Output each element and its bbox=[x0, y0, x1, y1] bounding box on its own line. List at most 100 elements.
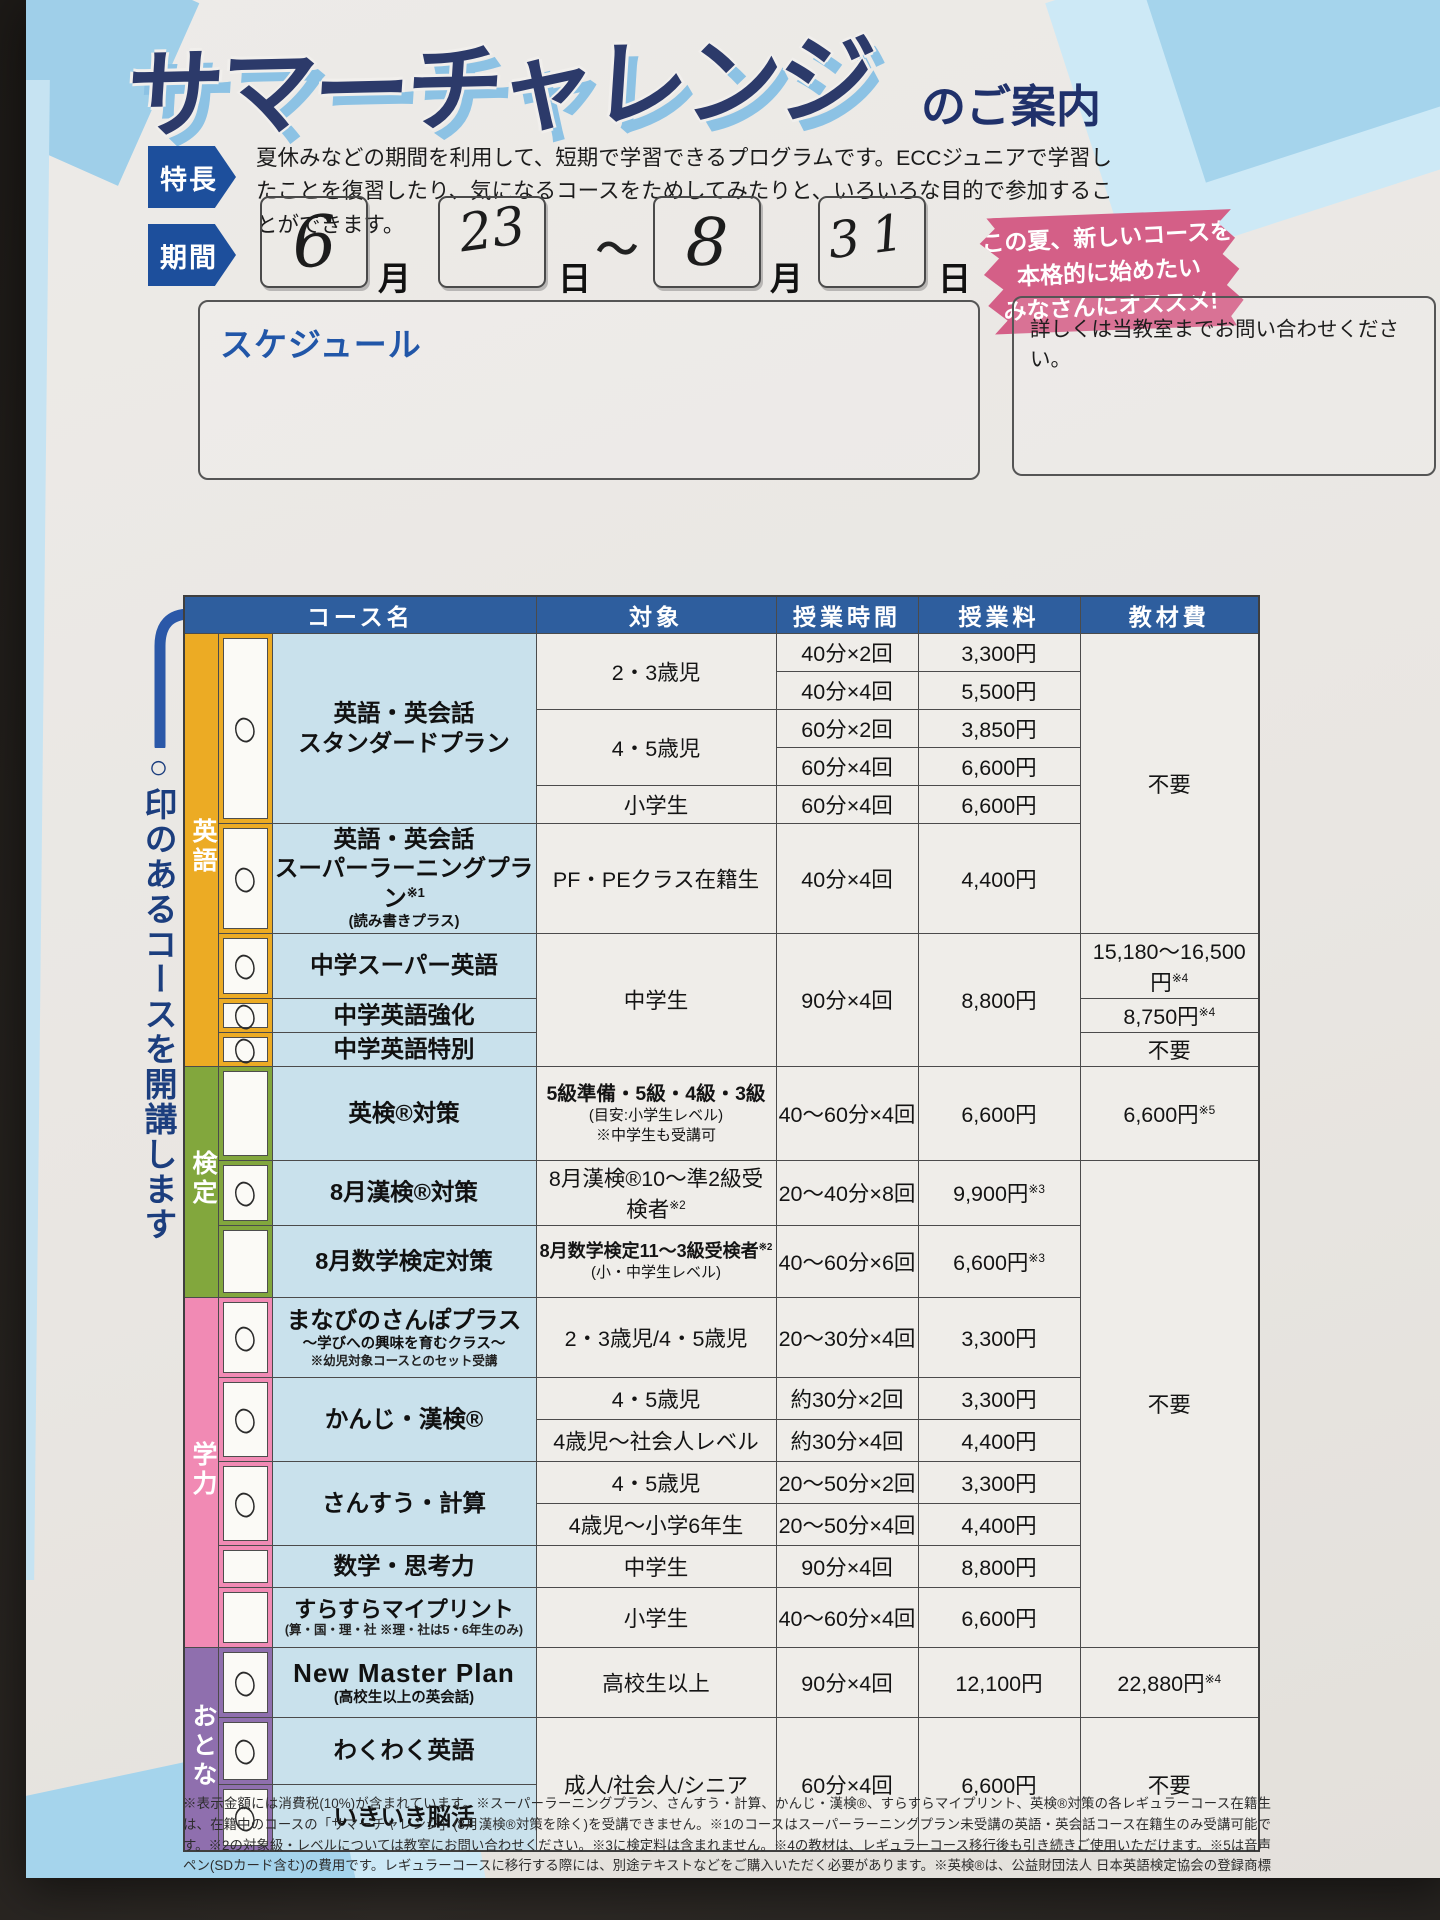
cell-material: 15,180〜16,500円※4 bbox=[1079, 932, 1260, 999]
cell-time: 90分×4回 bbox=[775, 932, 919, 1067]
circle-mark: ○ bbox=[230, 944, 260, 987]
tilde-separator: 〜 bbox=[596, 226, 639, 273]
circle-mark: ○ bbox=[230, 1398, 260, 1440]
table-row: ○ 中学英語強化 8,750円※4 bbox=[184, 997, 1260, 1033]
checkbox-standard: ○ bbox=[217, 633, 273, 824]
table-header-row: コース名 対象 授業時間 授業料 教材費 bbox=[183, 595, 1260, 634]
features-badge: 特長 bbox=[148, 146, 236, 208]
cell-fee: 6,600円 bbox=[917, 785, 1081, 824]
handwritten-end-month: 8 bbox=[684, 202, 730, 282]
cell-time: 40〜60分×4回 bbox=[775, 1586, 919, 1648]
cell-target: 小学生 bbox=[535, 785, 777, 824]
handwritten-start-day: 23 bbox=[455, 195, 529, 265]
cell-time: 60分×4回 bbox=[775, 785, 919, 824]
cell-target: 4・5歳児 bbox=[535, 709, 777, 786]
circle-mark: ○ bbox=[230, 1171, 260, 1214]
cell-fee: 4,400円 bbox=[917, 823, 1081, 934]
table-row: 4・5歳児 60分×2回 3,850円 bbox=[184, 709, 1259, 786]
checkbox-eiken bbox=[217, 1065, 273, 1161]
cell-fee: 3,300円 bbox=[917, 1376, 1081, 1420]
cell-time: 約30分×2回 bbox=[775, 1376, 919, 1420]
circle-mark: ○ bbox=[230, 707, 260, 749]
circle-mark: ○ bbox=[230, 998, 260, 1033]
cell-material: 不要 bbox=[1079, 1716, 1260, 1852]
table-row: ○ わくわく英語 成人/社会人/シニア 60分×4回 6,600円 不要 bbox=[184, 1716, 1260, 1852]
table-row: おとな ○ New Master Plan (高校生以上の英会話) 高校生以上 … bbox=[183, 1646, 1260, 1852]
table-row: 4歳児〜小学6年生 20〜50分×4回 4,400円 bbox=[184, 1502, 1259, 1546]
cell-target: 2・3歳児/4・5歳児 bbox=[535, 1296, 777, 1378]
table-row: すらすらマイプリント (算・国・理・社 ※理・社は5・6年生のみ) 小学生 40… bbox=[184, 1586, 1259, 1648]
checkbox-chugaku-super: ○ bbox=[217, 932, 273, 999]
band-english: 英語 bbox=[183, 633, 219, 1067]
cell-material: 不要 bbox=[1079, 633, 1260, 934]
cell-material: 不要 bbox=[1079, 1159, 1260, 1648]
cell-course-chugaku-super: 中学スーパー英語 bbox=[271, 932, 537, 999]
cell-fee: 3,300円 bbox=[917, 1460, 1081, 1504]
features-text: 夏休みなどの期間を利用して、短期で学習できるプログラムです。ECCジュニアで学習… bbox=[256, 146, 1113, 237]
cell-fee: 3,300円 bbox=[917, 1296, 1081, 1378]
cell-fee: 3,850円 bbox=[917, 709, 1081, 748]
checkbox-chugaku-tokubetsu: ○ bbox=[217, 1031, 273, 1067]
checkbox-nmp: ○ bbox=[217, 1646, 273, 1718]
checkbox-super: ○ bbox=[217, 823, 273, 934]
table-row: 数学・思考力 中学生 90分×4回 8,800円 bbox=[184, 1544, 1259, 1588]
table-row: ○ 8月漢検®対策 8月漢検®10〜準2級受検者※2 20〜40分×8回 9,9… bbox=[184, 1159, 1260, 1648]
circle-mark: ○ bbox=[230, 857, 260, 899]
contact-text: 詳しくは当教室までお問い合わせください。 bbox=[1030, 318, 1399, 371]
cell-fee: 6,600円 bbox=[917, 1716, 1081, 1852]
cell-time: 40〜60分×6回 bbox=[775, 1224, 919, 1298]
cell-fee: 4,400円 bbox=[917, 1502, 1081, 1546]
table-row: ○ いきいき脳活 bbox=[184, 1783, 1259, 1852]
checkbox-sugaku bbox=[217, 1544, 273, 1588]
cell-material: 22,880円※4 bbox=[1079, 1646, 1260, 1718]
course-table: コース名 対象 授業時間 授業料 教材費 英語 ○ 英語・英会話 スタンダードプ… bbox=[183, 595, 1260, 1853]
handwritten-end-day: 31 bbox=[824, 201, 920, 271]
cell-time: 20〜30分×4回 bbox=[775, 1296, 919, 1378]
header-course: コース名 bbox=[183, 595, 537, 634]
cell-fee: 8,800円 bbox=[917, 932, 1081, 1067]
day-label: 日 bbox=[938, 260, 971, 297]
checkbox-sansu: ○ bbox=[217, 1460, 273, 1546]
end-month-box: 8 bbox=[653, 196, 761, 288]
header-fee: 授業料 bbox=[917, 595, 1081, 634]
table-row: ○ 英語・英会話 スーパーラーニングプラン※1 (読み書きプラス) PF・PEク… bbox=[184, 823, 1259, 934]
cell-fee: 6,600円 bbox=[917, 1586, 1081, 1648]
cell-target: 8月数学検定11〜3級受検者※2 (小・中学生レベル) bbox=[535, 1224, 777, 1298]
checkbox-ikiiki: ○ bbox=[217, 1783, 273, 1852]
checkbox-kanji: ○ bbox=[217, 1376, 273, 1462]
cell-fee: 4,400円 bbox=[917, 1418, 1081, 1462]
cell-fee: 6,600円 bbox=[917, 747, 1081, 786]
cell-time: 約30分×4回 bbox=[775, 1418, 919, 1462]
table-row: 小学生 60分×4回 6,600円 bbox=[184, 785, 1259, 824]
cell-fee: 8,800円 bbox=[917, 1544, 1081, 1588]
checkbox-wakuwaku: ○ bbox=[217, 1716, 273, 1785]
cell-fee: 12,100円 bbox=[917, 1646, 1081, 1718]
cell-target: 4歳児〜社会人レベル bbox=[535, 1418, 777, 1462]
cell-time: 20〜40分×8回 bbox=[775, 1159, 919, 1226]
cell-course-eiken: 英検®対策 bbox=[271, 1065, 537, 1161]
contact-box: 詳しくは当教室までお問い合わせください。 bbox=[1012, 296, 1436, 476]
table-row: ○ さんすう・計算 4・5歳児 20〜50分×2回 3,300円 bbox=[184, 1460, 1259, 1546]
end-day-box: 31 bbox=[818, 196, 926, 288]
page-title-suffix: のご案内 bbox=[921, 81, 1102, 132]
cell-time: 40分×4回 bbox=[775, 823, 919, 934]
cell-time: 90分×4回 bbox=[775, 1544, 919, 1588]
cell-time: 20〜50分×2回 bbox=[775, 1460, 919, 1504]
cell-target: 2・3歳児 bbox=[535, 633, 777, 710]
cell-time: 20〜50分×4回 bbox=[775, 1502, 919, 1546]
edge-decoration bbox=[26, 80, 50, 1580]
cell-course-sugaku: 数学・思考力 bbox=[271, 1544, 537, 1588]
cell-material: 6,600円※5 bbox=[1079, 1065, 1260, 1161]
cell-time: 60分×2回 bbox=[775, 709, 919, 748]
page-title: サマーチャレンジ bbox=[123, 24, 875, 151]
cell-course-ikiiki: いきいき脳活 bbox=[271, 1783, 537, 1852]
cell-course-wakuwaku: わくわく英語 bbox=[271, 1716, 537, 1785]
cell-fee: 6,600円※3 bbox=[917, 1224, 1081, 1298]
header-time: 授業時間 bbox=[775, 595, 919, 634]
circle-mark: ○ bbox=[230, 1661, 260, 1703]
cell-target: PF・PEクラス在籍生 bbox=[535, 823, 777, 934]
cell-material: 不要 bbox=[1079, 1031, 1260, 1067]
cell-target: 中学生 bbox=[535, 1544, 777, 1588]
cell-target: 4・5歳児 bbox=[535, 1376, 777, 1420]
